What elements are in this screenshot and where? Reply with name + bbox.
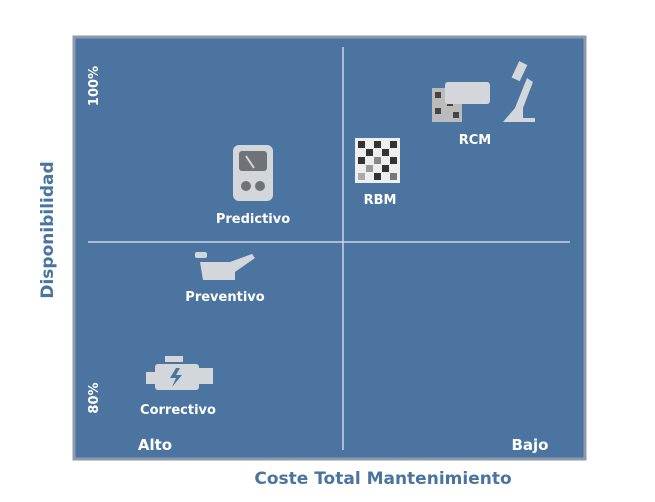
oil-can-icon: [195, 252, 255, 280]
node-label: Preventivo: [185, 290, 264, 305]
y-axis-title: Disponibilidad: [38, 161, 58, 298]
node-label: RBM: [364, 193, 397, 208]
predictive-icon: [233, 145, 273, 201]
x-left-label: Alto: [138, 436, 172, 454]
node-label: Correctivo: [140, 403, 216, 418]
rbm-icon: [355, 138, 400, 183]
node-label: RCM: [459, 133, 492, 148]
engine-icon: [146, 356, 213, 390]
x-axis-title: Coste Total Mantenimiento: [254, 469, 511, 489]
rcm-icon: [432, 61, 535, 122]
y-top-label: 100%: [87, 66, 102, 106]
node-label: Predictivo: [216, 212, 290, 227]
x-right-label: Bajo: [511, 436, 548, 454]
y-bottom-label: 80%: [87, 382, 102, 413]
quadrant-panel: [72, 35, 587, 461]
